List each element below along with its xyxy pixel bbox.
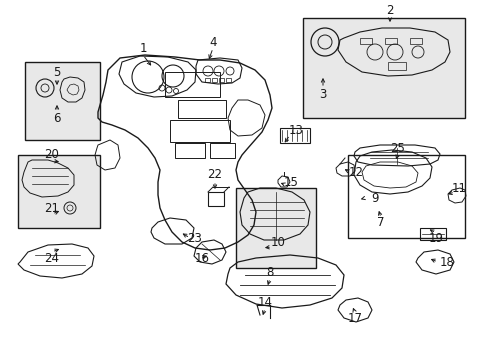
Bar (175, 143, 204, 158)
Text: 18: 18 (439, 256, 454, 269)
Bar (204, 78, 209, 82)
Text: 3: 3 (319, 89, 326, 102)
Text: 22: 22 (207, 168, 222, 181)
Text: 16: 16 (195, 252, 209, 265)
Bar (178, 100, 225, 118)
Bar (419, 228, 445, 240)
Text: 2: 2 (386, 4, 393, 17)
Bar (280, 128, 309, 143)
Text: 17: 17 (347, 311, 362, 324)
Text: 14: 14 (257, 296, 272, 309)
Bar (347, 155, 464, 238)
Text: 20: 20 (44, 148, 60, 162)
Bar (209, 143, 235, 158)
Text: 13: 13 (288, 123, 303, 136)
Bar (409, 38, 421, 44)
Bar (359, 38, 371, 44)
Text: 5: 5 (53, 66, 61, 78)
Text: 1: 1 (139, 41, 146, 54)
Bar (18, 155, 100, 228)
Bar (207, 192, 224, 206)
Text: 6: 6 (53, 112, 61, 125)
Text: 7: 7 (376, 216, 384, 229)
Text: 9: 9 (370, 192, 378, 204)
Bar (303, 18, 464, 118)
Bar (387, 62, 405, 70)
Text: 25: 25 (390, 141, 405, 154)
Bar (164, 72, 220, 97)
Bar (219, 78, 224, 82)
Text: 4: 4 (209, 36, 216, 49)
Text: 21: 21 (44, 202, 60, 215)
Text: 15: 15 (283, 175, 298, 189)
Text: 11: 11 (450, 181, 466, 194)
Bar (170, 120, 229, 142)
Text: 8: 8 (266, 266, 273, 279)
Bar (225, 78, 230, 82)
Bar (236, 188, 315, 268)
Text: 12: 12 (348, 166, 363, 179)
Text: 10: 10 (270, 235, 285, 248)
Bar (212, 78, 217, 82)
Bar (25, 62, 100, 140)
Text: 24: 24 (44, 252, 60, 265)
Bar (384, 38, 396, 44)
Text: 19: 19 (427, 231, 443, 244)
Text: 23: 23 (187, 231, 202, 244)
